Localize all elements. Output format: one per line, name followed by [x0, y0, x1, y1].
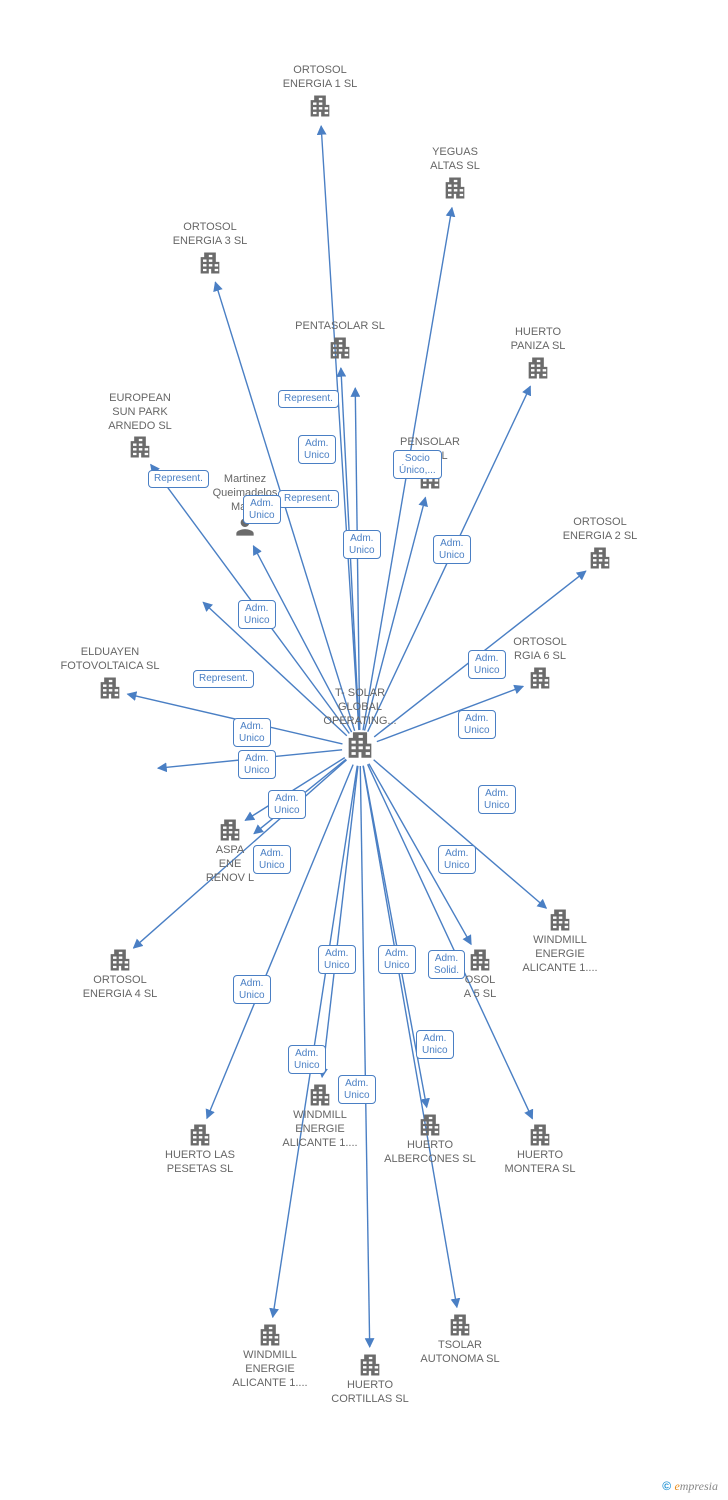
node-label: HUERTOCORTILLAS SL: [310, 1379, 430, 1407]
node-yeguas[interactable]: YEGUASALTAS SL: [395, 146, 515, 202]
node-label: ORTOSOLENERGIA 3 SL: [150, 221, 270, 249]
node-elduayen[interactable]: ELDUAYENFOTOVOLTAICA SL: [50, 646, 170, 702]
node-ortosol2[interactable]: ORTOSOLENERGIA 2 SL: [540, 516, 660, 572]
building-icon: [96, 674, 124, 702]
edge-label: Adm.Unico: [233, 718, 271, 747]
node-label: WINDMILLENERGIEALICANTE 1....: [260, 1109, 380, 1150]
building-icon: [216, 816, 244, 844]
building-icon: [526, 1121, 554, 1149]
node-label: PENTASOLAR SL: [280, 320, 400, 334]
footer-credit: © empresia: [662, 1479, 718, 1494]
node-label: ORTOSOLENERGIA 1 SL: [260, 64, 380, 92]
edge-label: Adm.Unico: [268, 790, 306, 819]
copyright-symbol: ©: [662, 1479, 671, 1493]
node-label: YEGUASALTAS SL: [395, 146, 515, 174]
node-label: TSOLARAUTONOMA SL: [400, 1339, 520, 1367]
edge-label: Adm.Unico: [343, 530, 381, 559]
building-icon: [546, 906, 574, 934]
edge-label: SocioÚnico,...: [393, 450, 442, 479]
building-icon: [356, 1351, 384, 1379]
building-icon: [196, 249, 224, 277]
node-label: HUERTOMONTERA SL: [480, 1149, 600, 1177]
node-ortosol3[interactable]: ORTOSOLENERGIA 3 SL: [150, 221, 270, 277]
building-icon: [524, 354, 552, 382]
edge-label: Adm.Unico: [298, 435, 336, 464]
edge-label: Adm.Unico: [433, 535, 471, 564]
node-label: HUERTO LASPESETAS SL: [140, 1149, 260, 1177]
building-icon: [526, 664, 554, 692]
node-label: ELDUAYENFOTOVOLTAICA SL: [50, 646, 170, 674]
edge-label: Adm.Unico: [288, 1045, 326, 1074]
node-albercones[interactable]: HUERTOALBERCONES SL: [370, 1111, 490, 1167]
building-icon: [416, 1111, 444, 1139]
node-label: EUROPEANSUN PARKARNEDO SL: [80, 392, 200, 433]
edge-label: Adm.Unico: [233, 975, 271, 1004]
edge-label: Adm.Unico: [253, 845, 291, 874]
node-label: ORTOSOLENERGIA 2 SL: [540, 516, 660, 544]
brand-rest: mpresia: [680, 1479, 718, 1493]
node-autonoma[interactable]: TSOLARAUTONOMA SL: [400, 1311, 520, 1367]
node-tsolar[interactable]: T- SOLARGLOBALOPERATING...: [300, 687, 420, 762]
building-icon: [256, 1321, 284, 1349]
edge-label: Adm.Unico: [438, 845, 476, 874]
building-icon: [306, 92, 334, 120]
node-ortosol1[interactable]: ORTOSOLENERGIA 1 SL: [260, 64, 380, 120]
edge-label: Adm.Unico: [378, 945, 416, 974]
edge-label: Adm.Unico: [478, 785, 516, 814]
building-icon: [446, 1311, 474, 1339]
node-label: HUERTOPANIZA SL: [478, 326, 598, 354]
node-paniza[interactable]: HUERTOPANIZA SL: [478, 326, 598, 382]
building-icon: [326, 334, 354, 362]
edge: [360, 766, 369, 1347]
edge-label: Represent.: [193, 670, 254, 688]
node-pesetas[interactable]: HUERTO LASPESETAS SL: [140, 1121, 260, 1177]
edge: [322, 766, 358, 1077]
node-label: ORTOSOLENERGIA 4 SL: [60, 974, 180, 1002]
building-icon: [106, 946, 134, 974]
edge-label: Adm.Unico: [238, 600, 276, 629]
building-icon: [441, 174, 469, 202]
edge-label: Adm.Unico: [458, 710, 496, 739]
edge-label: Adm.Unico: [238, 750, 276, 779]
edge-label: Adm.Unico: [243, 495, 281, 524]
edge-label: Adm.Unico: [338, 1075, 376, 1104]
node-sunpark[interactable]: EUROPEANSUN PARKARNEDO SL: [80, 392, 200, 461]
edge-label: Adm.Solid.: [428, 950, 465, 979]
building-icon: [186, 1121, 214, 1149]
building-icon: [306, 1081, 334, 1109]
edge-label: Adm.Unico: [318, 945, 356, 974]
node-pentasolar[interactable]: PENTASOLAR SL: [280, 320, 400, 362]
building-icon: [343, 728, 377, 762]
node-ortosol4[interactable]: ORTOSOLENERGIA 4 SL: [60, 946, 180, 1002]
building-icon: [466, 946, 494, 974]
node-label: T- SOLARGLOBALOPERATING...: [300, 687, 420, 728]
building-icon: [586, 544, 614, 572]
edge-label: Adm.Unico: [416, 1030, 454, 1059]
node-montera[interactable]: HUERTOMONTERA SL: [480, 1121, 600, 1177]
building-icon: [126, 433, 154, 461]
edge-label: Adm.Unico: [468, 650, 506, 679]
node-label: HUERTOALBERCONES SL: [370, 1139, 490, 1167]
edge-label: Represent.: [278, 490, 339, 508]
edge-label: Represent.: [148, 470, 209, 488]
edge-label: Represent.: [278, 390, 339, 408]
